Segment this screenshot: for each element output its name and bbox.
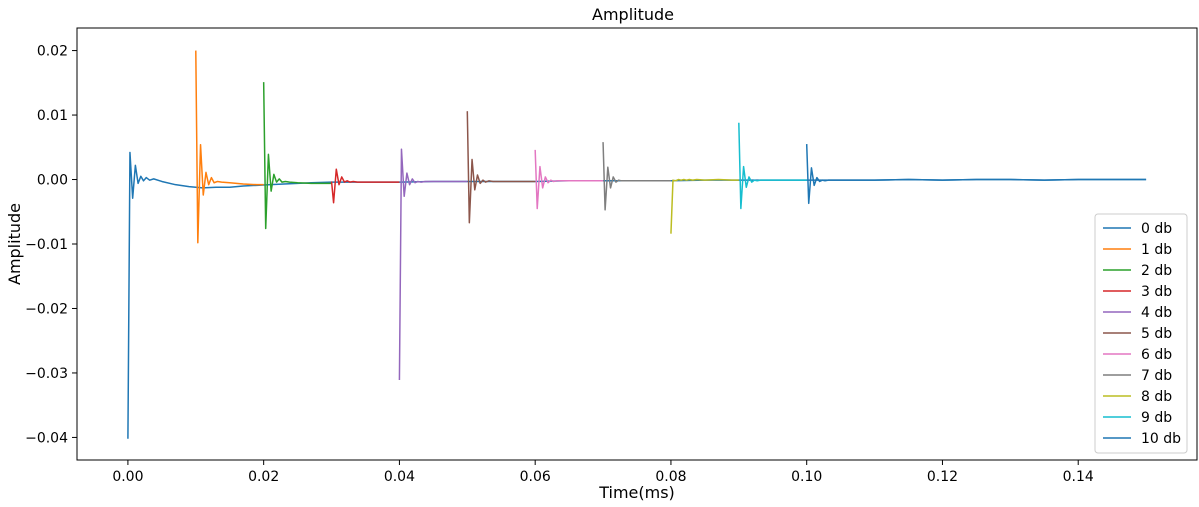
legend-box: [1094, 213, 1188, 454]
y-tick-label: −0.01: [25, 237, 68, 253]
series-line-3: [330, 168, 400, 204]
y-tick-label: 0.01: [37, 108, 68, 124]
x-tick-label: 0.14: [1063, 469, 1094, 485]
x-tick-label: 0.04: [384, 469, 415, 485]
legend-label: 7 db: [1141, 368, 1172, 384]
chart-title: Amplitude: [592, 5, 674, 24]
y-tick-label: −0.03: [25, 366, 68, 382]
series-line-4: [398, 148, 468, 381]
plot-area: 0.00 0.02 0.04 0.06 0.08 0.10 0.12 0.14 −0.04−0…: [25, 27, 1198, 485]
series-line-5: [466, 111, 536, 224]
plot-frame: [76, 27, 1198, 461]
series-line-10: [805, 144, 1147, 205]
series-line-2: [262, 82, 332, 230]
legend-label: 9 db: [1141, 410, 1172, 426]
legend-label: 0 db: [1141, 221, 1172, 237]
legend-label: 1 db: [1141, 242, 1172, 258]
x-tick-label: 0.00: [112, 469, 143, 485]
legend-label: 10 db: [1141, 431, 1181, 447]
x-tick-label: 0.08: [655, 469, 686, 485]
x-tick-label: 0.10: [791, 469, 822, 485]
legend-label: 6 db: [1141, 347, 1172, 363]
legend-label: 8 db: [1141, 389, 1172, 405]
series-line-1: [195, 50, 264, 244]
x-tick-label: 0.12: [927, 469, 958, 485]
y-tick-label: −0.02: [25, 301, 68, 317]
series-line-6: [534, 149, 604, 210]
y-axis-ticks: −0.04 −0.03 −0.02 −0.01 0.00 0.01 0.02: [25, 44, 77, 446]
series-layer: [127, 50, 1147, 439]
y-tick-label: −0.04: [25, 430, 68, 446]
x-tick-label: 0.02: [248, 469, 279, 485]
legend-label: 4 db: [1141, 305, 1172, 321]
legend-items: 0 db 1 db 2 db 3 db 4 db 5 db 6 db 7 db 8 db 9 db…: [1103, 221, 1181, 447]
legend: 0 db 1 db 2 db 3 db 4 db 5 db 6 db 7 db 8 db 9 db…: [1094, 213, 1188, 454]
y-tick-label: 0.00: [37, 173, 68, 189]
x-axis-ticks: 0.00 0.02 0.04 0.06 0.08 0.10 0.12 0.14: [112, 460, 1094, 485]
legend-label: 2 db: [1141, 263, 1172, 279]
series-line-9: [738, 122, 807, 210]
y-axis-label: Amplitude: [5, 203, 24, 285]
series-line-8: [670, 178, 739, 234]
x-axis-label: Time(ms): [598, 483, 675, 502]
legend-label: 3 db: [1141, 284, 1172, 300]
x-tick-label: 0.06: [520, 469, 551, 485]
series-line-7: [602, 142, 671, 211]
y-tick-label: 0.02: [37, 44, 68, 60]
legend-label: 5 db: [1141, 326, 1172, 342]
